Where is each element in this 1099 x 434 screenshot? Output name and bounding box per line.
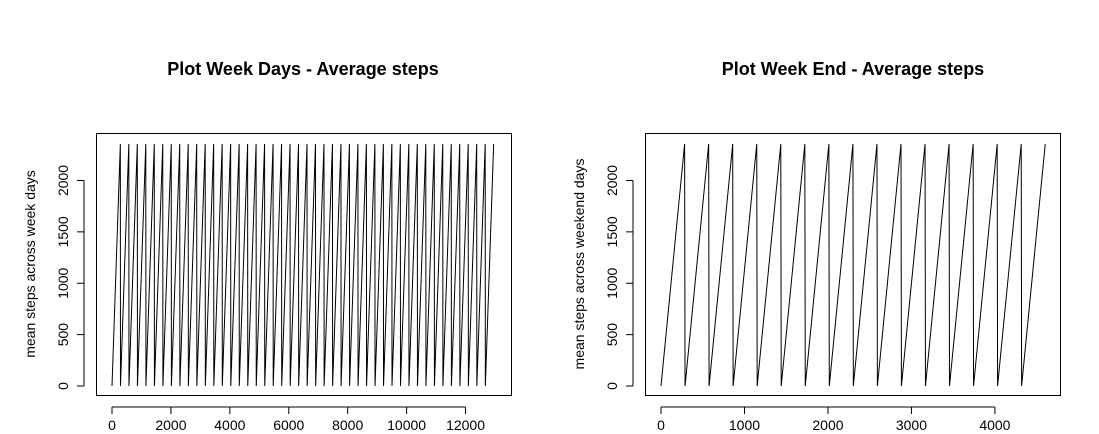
weekday-x-tick-label: 4000	[214, 417, 245, 433]
weekday-y-tick-label: 1000	[55, 267, 71, 298]
weekday-y-tick-label: 1500	[55, 216, 71, 247]
weekday-y-tick-label: 2000	[55, 165, 71, 196]
weekday-x-tick-label: 6000	[273, 417, 304, 433]
weekday-y-ticks: 0 500 1000 1500 2000	[55, 165, 84, 390]
weekday-panel: Plot Week Days - Average steps 0 2000 4000…	[22, 59, 512, 433]
weekend-chart-title: Plot Week End - Average steps	[722, 59, 984, 79]
weekend-x-tick-label: 2000	[812, 417, 843, 433]
weekend-x-tick-label: 4000	[979, 417, 1010, 433]
weekend-y-tick-label: 2000	[604, 165, 620, 196]
weekday-x-tick-label: 8000	[332, 417, 363, 433]
weekday-y-tick-label: 0	[55, 382, 71, 390]
weekend-x-tick-label: 0	[657, 417, 665, 433]
weekday-y-axis-label: mean steps across week days	[22, 170, 38, 358]
weekend-panel: Plot Week End - Average steps 0 1000 2000 3…	[571, 59, 1061, 433]
weekend-plot-frame	[645, 133, 1061, 396]
weekend-x-tick-label: 3000	[896, 417, 927, 433]
weekend-y-tick-label: 500	[604, 323, 620, 347]
weekday-y-tick-label: 500	[55, 323, 71, 347]
weekend-y-tick-label: 0	[604, 382, 620, 390]
weekend-y-tick-label: 1000	[604, 267, 620, 298]
weekend-x-tick-label: 1000	[729, 417, 760, 433]
weekday-x-tick-label: 12000	[446, 417, 485, 433]
weekday-chart-title: Plot Week Days - Average steps	[167, 59, 438, 79]
weekend-y-axis-label: mean steps across weekend days	[571, 159, 587, 370]
weekend-y-tick-label: 1500	[604, 216, 620, 247]
weekday-x-tick-label: 2000	[155, 417, 186, 433]
weekday-x-tick-label: 0	[108, 417, 116, 433]
weekday-series-line	[111, 143, 495, 387]
weekend-series-line	[660, 143, 1046, 387]
weekend-y-ticks: 0 500 1000 1500 2000	[604, 165, 633, 390]
weekday-x-ticks: 0 2000 4000 6000 8000 10000 12000	[108, 407, 485, 433]
weekday-plot-frame	[96, 133, 512, 396]
weekday-x-tick-label: 10000	[387, 417, 426, 433]
weekend-x-ticks: 0 1000 2000 3000 4000	[657, 407, 1011, 433]
